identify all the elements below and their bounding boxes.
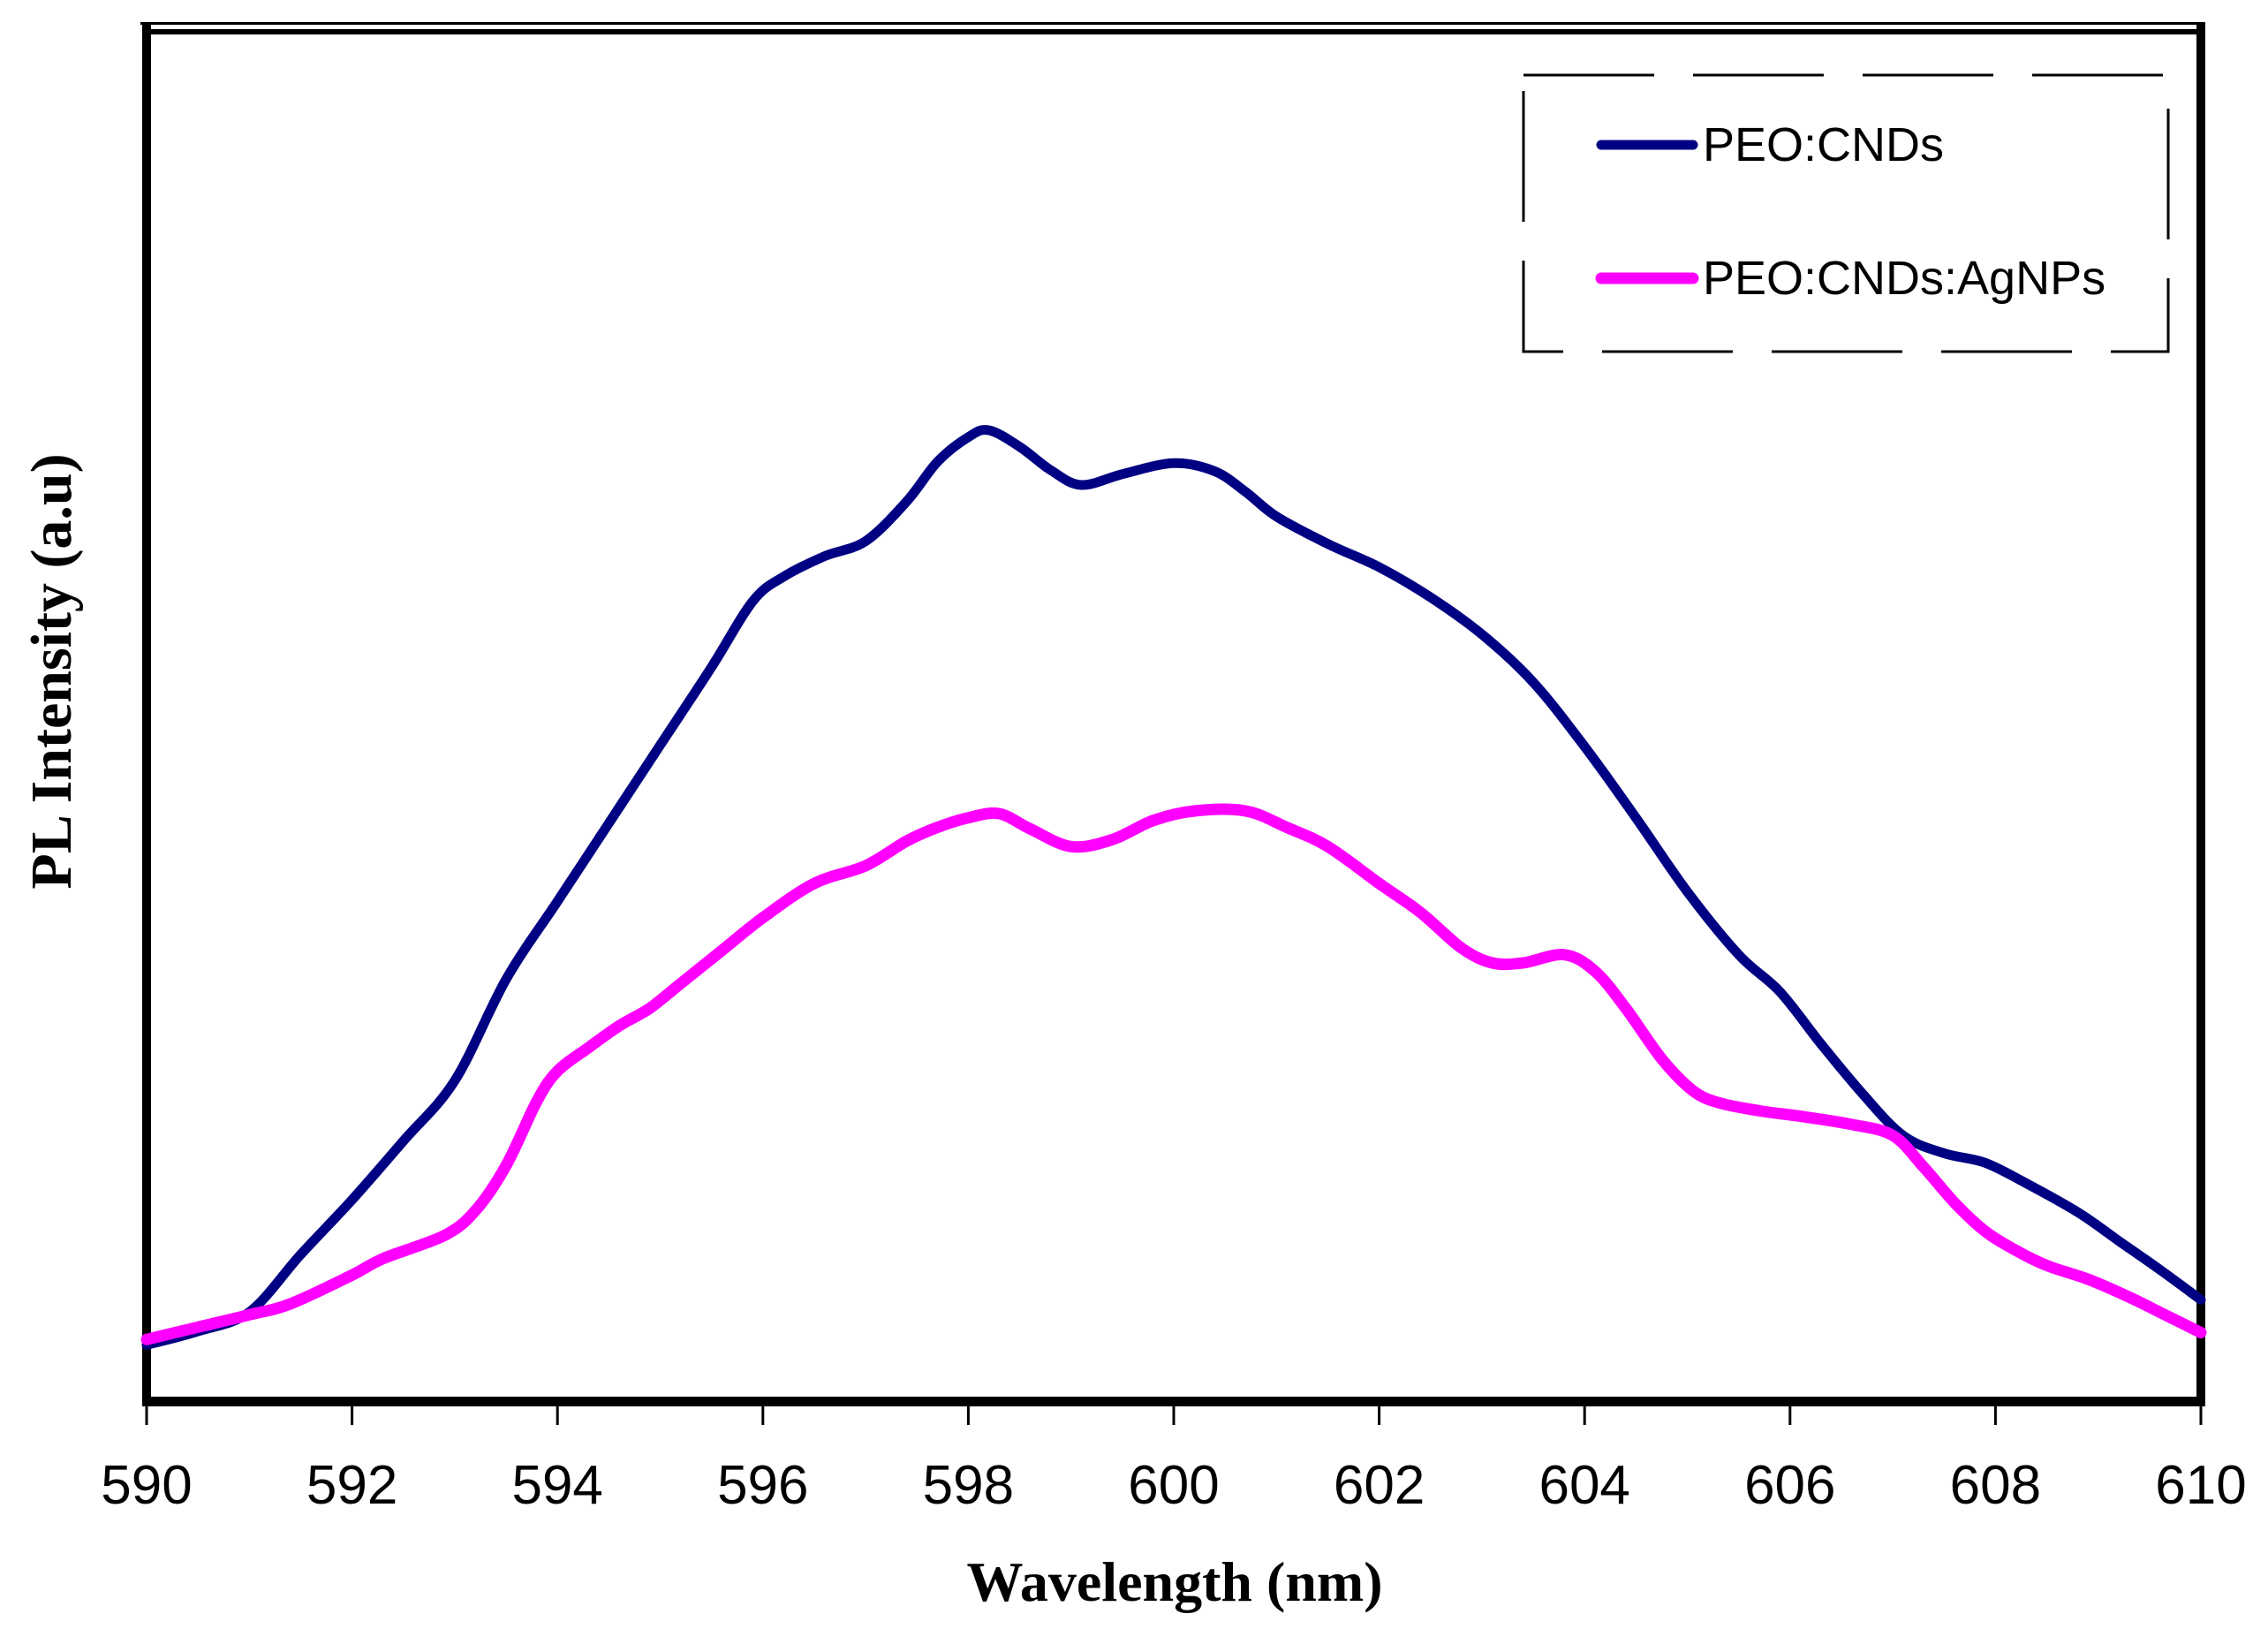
x-tick	[145, 1406, 148, 1425]
x-tick-label: 590	[101, 1455, 192, 1516]
y-axis-line	[142, 24, 151, 1406]
x-tick-label: 610	[2155, 1455, 2246, 1516]
x-tick	[761, 1406, 765, 1425]
x-tick-label: 604	[1538, 1455, 1629, 1516]
legend-box	[1522, 73, 2170, 353]
x-tick	[966, 1406, 970, 1425]
x-tick	[2199, 1406, 2203, 1425]
series-line-peo-cnds-agnps	[140, 803, 2207, 1345]
x-tick	[1788, 1406, 1792, 1425]
x-ticks-group: 590 592 594 596 598 600 602 604 606 608 610	[101, 1406, 2247, 1516]
x-tick-label: 596	[717, 1455, 808, 1516]
x-tick	[556, 1406, 559, 1425]
right-spine-line	[2196, 24, 2205, 1406]
x-tick-label: 594	[511, 1455, 602, 1516]
x-axis-line	[142, 1397, 2205, 1406]
x-tick	[351, 1406, 354, 1425]
top-border-thin-line	[140, 22, 2205, 25]
x-tick-label: 598	[923, 1455, 1014, 1516]
legend-label-peo-cnds-agnps: PEO:CNDs:AgNPs	[1703, 252, 2105, 305]
series-line-peo-cnds	[141, 425, 2206, 1350]
top-border-thick-line	[142, 29, 2205, 34]
legend: PEO:CNDs PEO:CNDs:AgNPs	[1522, 73, 2170, 353]
x-tick	[1378, 1406, 1381, 1425]
series-group	[140, 425, 2207, 1350]
x-tick-label: 600	[1128, 1455, 1219, 1516]
x-axis-title: Wavelength (nm)	[966, 1550, 1382, 1613]
x-tick-label: 592	[306, 1455, 397, 1516]
x-tick-label: 606	[1744, 1455, 1835, 1516]
x-tick	[1583, 1406, 1586, 1425]
legend-label-peo-cnds: PEO:CNDs	[1703, 118, 1944, 171]
x-tick-label: 608	[1950, 1455, 2041, 1516]
y-axis-title: PL Intensity (a.u)	[19, 453, 84, 889]
x-tick-label: 602	[1334, 1455, 1425, 1516]
x-tick	[1172, 1406, 1176, 1425]
x-tick	[1993, 1406, 1997, 1425]
